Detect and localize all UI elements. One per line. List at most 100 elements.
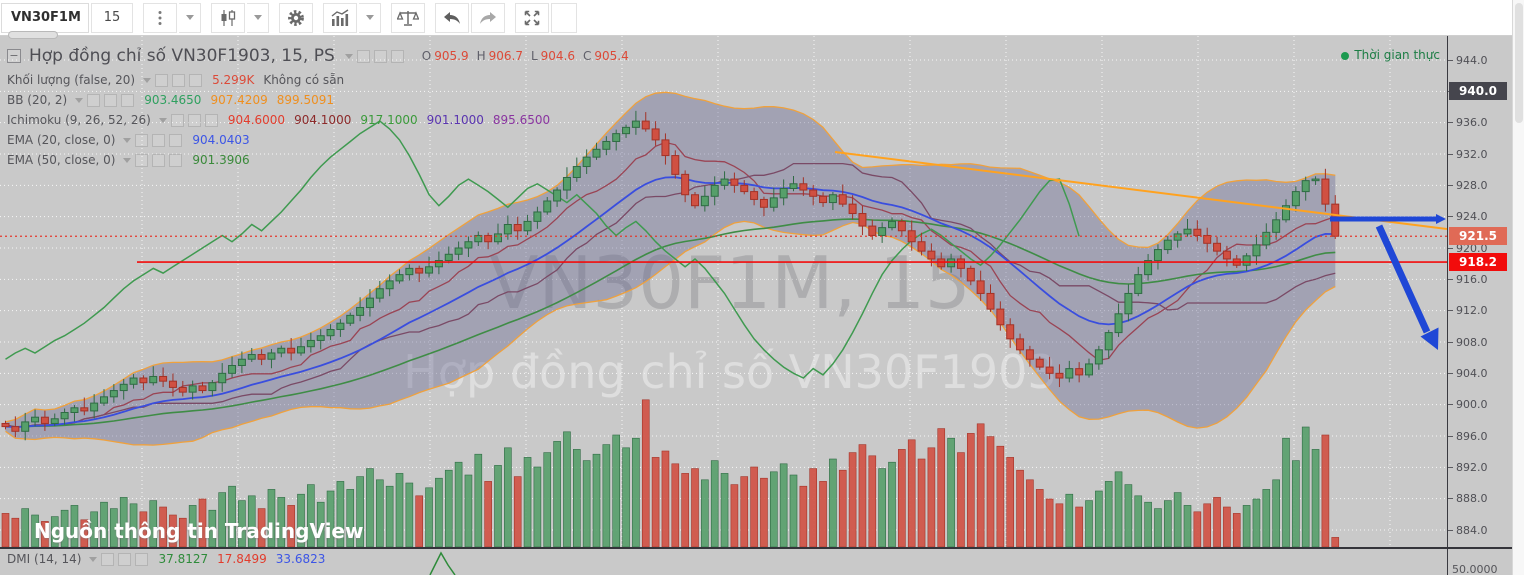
chevron-down-icon[interactable] (143, 77, 152, 83)
eye-icon[interactable] (135, 133, 149, 147)
ema20-indicator-label: EMA (20, close, 0) (7, 133, 116, 147)
symbol-label: VN30F1M (11, 10, 81, 25)
ichimoku-lagging-value: 917.1000 (360, 113, 418, 127)
tick-value: 932.0 (1456, 147, 1488, 161)
legend-volume-row[interactable]: Khối lượng (false, 20) 5.299K Không có s… (7, 70, 629, 90)
volume-value: 5.299K (212, 73, 255, 87)
fullscreen-button[interactable] (515, 2, 549, 33)
indicators-button[interactable] (323, 2, 357, 33)
legend-bb-row[interactable]: BB (20, 2) 903.4650 907.4209 899.5091 (7, 90, 629, 110)
close-icon[interactable] (135, 552, 149, 566)
close-icon[interactable] (189, 73, 203, 87)
tick-mark (1448, 122, 1453, 124)
compare-scales-icon (397, 9, 419, 27)
ichimoku-lead2-value: 895.6500 (492, 113, 551, 127)
redo-icon (478, 10, 498, 26)
redo-button[interactable] (471, 2, 505, 33)
collapse-icon[interactable]: − (7, 49, 21, 63)
dmi-pane-canvas[interactable] (0, 549, 1447, 575)
price-axis-tick: 892.0 (1448, 460, 1512, 474)
legend-action-icons (356, 49, 404, 63)
settings-icon[interactable] (152, 153, 166, 167)
close-icon[interactable] (169, 133, 183, 147)
ichimoku-conversion-value: 904.6000 (227, 113, 286, 127)
legend-dmi-row[interactable]: DMI (14, 14) 37.8127 17.8499 33.6823 (7, 552, 334, 566)
chevron-down-icon (253, 15, 262, 20)
close-icon[interactable] (169, 153, 183, 167)
interval-menu-caret[interactable] (179, 2, 201, 33)
settings-icon[interactable] (118, 552, 132, 566)
chevron-down-icon[interactable] (89, 556, 98, 562)
eye-icon[interactable] (170, 113, 184, 127)
tick-value: 928.0 (1456, 178, 1488, 192)
last-price-badge: 921.5 (1449, 227, 1507, 246)
ema50-indicator-label: EMA (50, close, 0) (7, 153, 116, 167)
ema20-value: 904.0403 (192, 133, 250, 147)
close-icon[interactable] (390, 49, 404, 63)
settings-button[interactable] (279, 2, 313, 33)
indicators-caret[interactable] (359, 2, 381, 33)
settings-icon[interactable] (373, 49, 387, 63)
chevron-down-icon[interactable] (123, 157, 132, 163)
price-axis[interactable]: 944.0940.0936.0932.0928.0924.0920.0916.0… (1447, 36, 1512, 575)
scrollbar-thumb[interactable] (1515, 3, 1523, 123)
dmi-minus-di-value: 17.8499 (217, 552, 267, 566)
tick-mark (1448, 310, 1453, 312)
tick-mark (1448, 153, 1453, 155)
eye-icon[interactable] (101, 552, 115, 566)
close-value: 905.4 (594, 49, 629, 63)
chart-style-caret[interactable] (247, 2, 269, 33)
settings-icon[interactable] (104, 93, 118, 107)
bb-lower-value: 899.5091 (276, 93, 334, 107)
eye-icon[interactable] (356, 49, 370, 63)
undo-button[interactable] (435, 2, 469, 33)
settings-icon[interactable] (187, 113, 201, 127)
price-axis-tick: 888.0 (1448, 492, 1512, 506)
bb-upper-value: 907.4209 (210, 93, 268, 107)
chevron-down-icon[interactable] (75, 97, 84, 103)
dmi-plus-di-value: 37.8127 (158, 552, 209, 566)
chevron-down-icon[interactable] (123, 137, 132, 143)
chart-style-button[interactable] (211, 2, 245, 33)
close-icon[interactable] (204, 113, 218, 127)
browser-scrollbar[interactable] (1512, 0, 1524, 575)
tick-mark (1448, 59, 1453, 61)
close-icon[interactable] (121, 93, 135, 107)
settings-icon[interactable] (152, 133, 166, 147)
tick-value: 904.0 (1456, 366, 1488, 380)
compare-button[interactable] (391, 2, 425, 33)
ichimoku-base-value: 904.1000 (294, 113, 352, 127)
eye-icon[interactable] (155, 73, 169, 87)
chevron-down-icon[interactable] (158, 117, 167, 123)
price-chart-canvas[interactable]: VN30F1M, 15 Hợp đồng chỉ số VN30F1903 (0, 36, 1448, 548)
ichimoku-indicator-label: Ichimoku (9, 26, 52, 26) (7, 113, 151, 127)
tick-mark (1448, 435, 1453, 437)
interval-button[interactable]: 15 (91, 2, 133, 33)
dmi-indicator-label: DMI (14, 14) (7, 552, 82, 566)
tick-mark (1448, 278, 1453, 280)
menu-dots-icon (158, 10, 162, 26)
eye-icon[interactable] (135, 153, 149, 167)
tick-mark (1448, 372, 1453, 374)
legend-ema50-row[interactable]: EMA (50, close, 0) 901.3906 (7, 150, 629, 170)
ichimoku-lead1-value: 901.1000 (426, 113, 484, 127)
settings-icon[interactable] (172, 73, 186, 87)
scroll-thumb[interactable] (8, 31, 58, 39)
price-axis-tick: 916.0 (1448, 272, 1512, 286)
realtime-label: Thời gian thực (1354, 48, 1440, 62)
tick-value: 900.0 (1456, 398, 1488, 412)
chevron-down-icon[interactable] (344, 53, 353, 59)
legend-main-row[interactable]: − Hợp đồng chỉ số VN30F1903, 15, PS O 90… (7, 44, 629, 68)
legend-ema20-row[interactable]: EMA (20, close, 0) 904.0403 (7, 130, 629, 150)
blank-toolbar-button[interactable] (551, 2, 577, 33)
price-axis-tick: 944.0 (1448, 53, 1512, 67)
pane-separator[interactable] (0, 547, 1512, 549)
volume-indicator-label: Khối lượng (false, 20) (7, 73, 136, 87)
legend-ichimoku-row[interactable]: Ichimoku (9, 26, 52, 26) 904.6000 904.10… (7, 110, 629, 130)
tick-mark (1448, 529, 1453, 531)
chevron-down-icon (365, 15, 374, 20)
interval-menu-button[interactable] (143, 2, 177, 33)
eye-icon[interactable] (87, 93, 101, 107)
price-axis-tick: 924.0 (1448, 210, 1512, 224)
symbol-button[interactable]: VN30F1M (1, 2, 89, 33)
